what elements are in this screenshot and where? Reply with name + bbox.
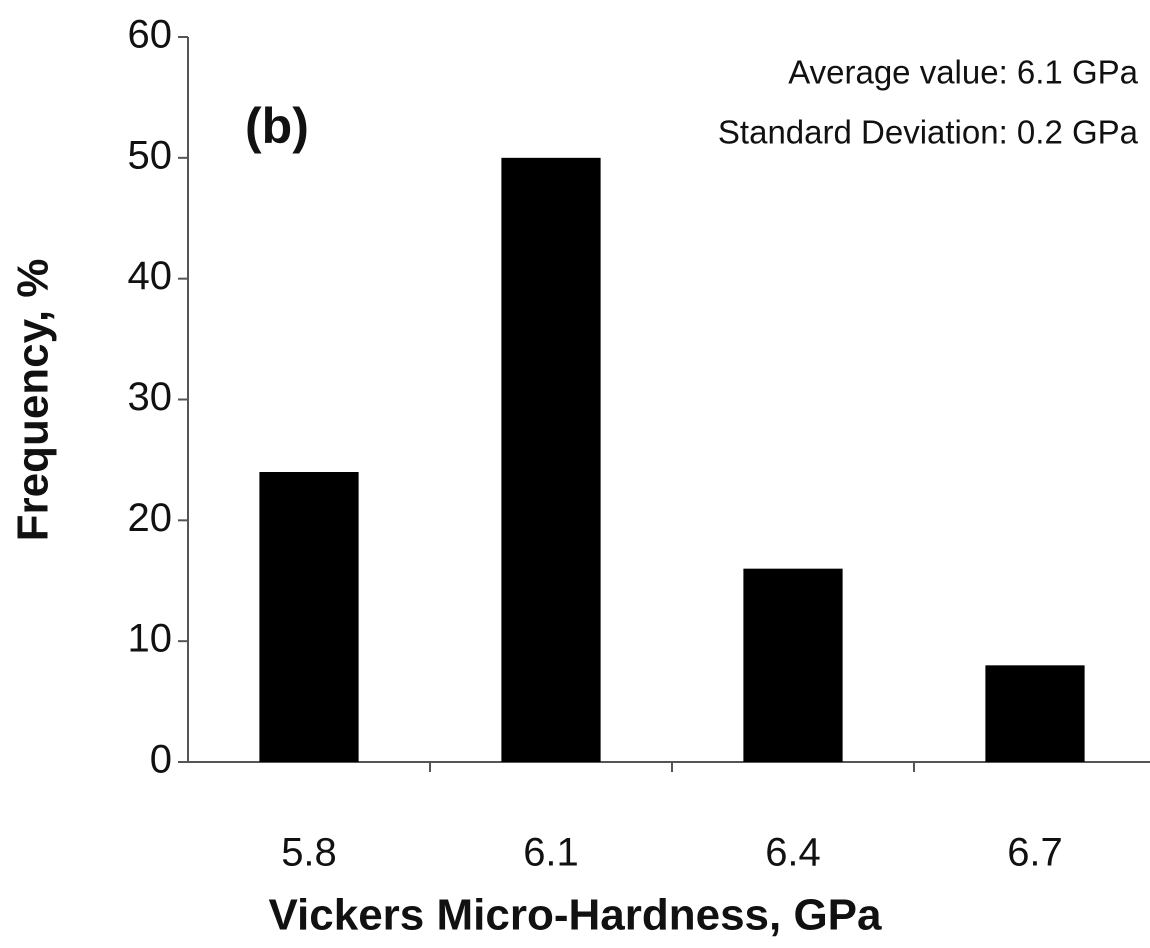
x-tick-label: 5.8 xyxy=(281,831,337,875)
y-tick-label: 50 xyxy=(128,133,173,177)
annotation: Average value: 6.1 GPa xyxy=(788,54,1138,91)
bar xyxy=(985,665,1085,762)
x-axis-label: Vickers Micro-Hardness, GPa xyxy=(268,891,882,940)
panel-label: (b) xyxy=(245,98,309,154)
annotation: Standard Deviation: 0.2 GPa xyxy=(718,114,1139,151)
bar xyxy=(501,157,601,763)
y-tick-label: 40 xyxy=(128,254,173,298)
y-axis-label: Frequency, % xyxy=(9,259,58,542)
x-tick-label: 6.7 xyxy=(1007,831,1063,875)
y-tick-label: 30 xyxy=(128,375,173,419)
bar xyxy=(259,472,359,762)
y-tick-label: 60 xyxy=(128,13,173,57)
bar xyxy=(743,568,843,762)
x-tick-label: 6.4 xyxy=(765,831,821,875)
y-tick-label: 10 xyxy=(128,617,173,661)
y-tick-label: 0 xyxy=(150,738,172,782)
x-tick-label: 6.1 xyxy=(523,831,579,875)
y-tick-label: 20 xyxy=(128,496,173,540)
